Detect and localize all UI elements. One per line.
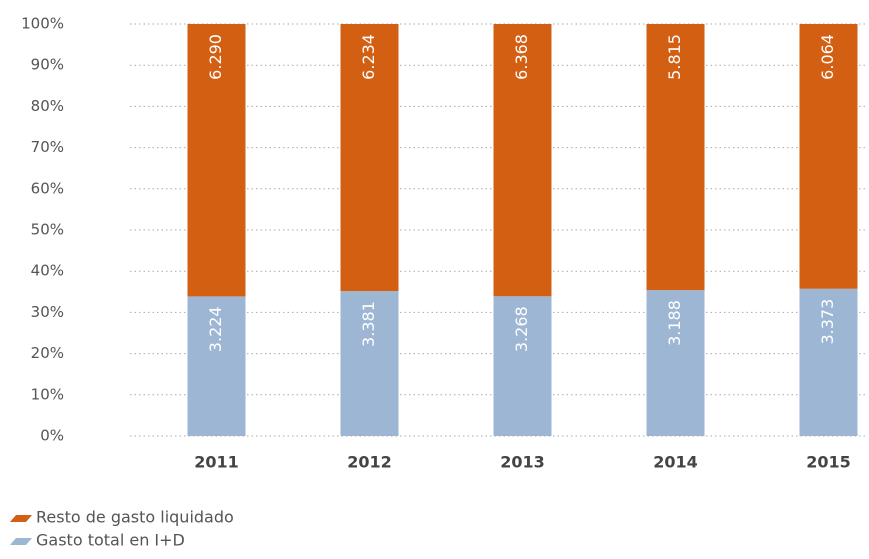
value-label: 3.268	[512, 306, 531, 352]
legend-label: Gasto total en I+D	[36, 531, 185, 550]
y-tick-label: 20%	[31, 344, 64, 362]
y-tick-label: 40%	[31, 262, 64, 280]
y-tick-label: 60%	[31, 179, 64, 197]
y-tick-label: 100%	[21, 15, 64, 33]
x-tick-label: 2014	[653, 453, 698, 472]
bar-segment	[187, 24, 246, 297]
bar-segment	[799, 288, 858, 436]
legend-label: Resto de gasto liquidado	[36, 508, 234, 527]
value-label: 3.373	[818, 299, 837, 345]
bar-segment	[799, 24, 858, 289]
value-label: 6.368	[512, 34, 531, 80]
bar-segment	[493, 296, 552, 436]
x-tick-label: 2012	[347, 453, 392, 472]
value-label: 6.234	[359, 34, 378, 80]
bar-segment	[646, 24, 705, 291]
x-tick-label: 2011	[194, 453, 239, 472]
y-tick-label: 90%	[31, 56, 64, 74]
x-tick-label: 2015	[806, 453, 851, 472]
value-label: 6.064	[818, 34, 837, 80]
value-label: 3.224	[206, 306, 225, 352]
y-tick-label: 10%	[31, 385, 64, 403]
bar-segment	[646, 290, 705, 436]
bar-segment	[493, 24, 552, 297]
y-tick-label: 50%	[31, 221, 64, 239]
y-tick-label: 30%	[31, 303, 64, 321]
legend-swatch	[10, 538, 32, 545]
bar-segment	[187, 296, 246, 436]
x-tick-label: 2013	[500, 453, 545, 472]
y-tick-label: 70%	[31, 138, 64, 156]
value-label: 5.815	[665, 34, 684, 80]
value-label: 3.381	[359, 301, 378, 347]
bar-segment	[340, 24, 399, 292]
legend-swatch	[10, 515, 32, 522]
value-label: 6.290	[206, 34, 225, 80]
y-tick-label: 0%	[40, 427, 64, 445]
y-tick-label: 80%	[31, 97, 64, 115]
bar-segment	[340, 291, 399, 436]
value-label: 3.188	[665, 300, 684, 346]
